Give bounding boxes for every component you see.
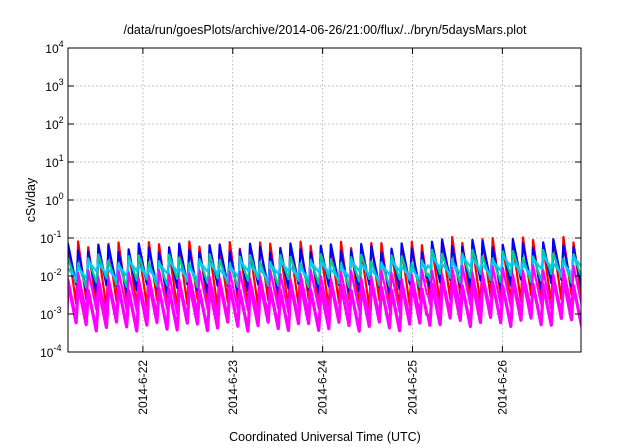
x-tick-label: 2014-6-26: [495, 360, 509, 415]
y-tick-label: 10-3: [40, 305, 61, 322]
x-tick-label: 2014-6-25: [405, 360, 419, 415]
x-axis-ticks: 2014-6-22 2014-6-23 2014-6-24 2014-6-25 2014…: [136, 48, 509, 415]
y-tick-label: 103: [45, 77, 63, 94]
series-line-5: [68, 254, 581, 282]
series-group: [68, 235, 581, 333]
y-axis-ticks: 10-4 10-3 10-2 10-1 100 101 102 103 104: [40, 39, 581, 360]
y-tick-label: 10-4: [40, 343, 61, 360]
x-tick-label: 2014-6-22: [136, 360, 150, 415]
y-tick-label: 10-2: [40, 267, 61, 284]
y-tick-label: 101: [45, 153, 63, 170]
x-tick-label: 2014-6-24: [316, 360, 330, 415]
y-tick-label: 102: [45, 115, 63, 132]
series-line-6: [68, 264, 581, 319]
y-tick-label: 10-1: [40, 229, 61, 246]
x-axis-label: Coordinated Universal Time (UTC): [229, 430, 421, 444]
y-tick-label: 104: [45, 39, 63, 56]
chart-title: /data/run/goesPlots/archive/2014-06-26/2…: [123, 23, 527, 37]
x-tick-label: 2014-6-23: [226, 360, 240, 415]
y-tick-label: 100: [45, 191, 63, 208]
y-axis-label: cSv/day: [24, 177, 38, 222]
